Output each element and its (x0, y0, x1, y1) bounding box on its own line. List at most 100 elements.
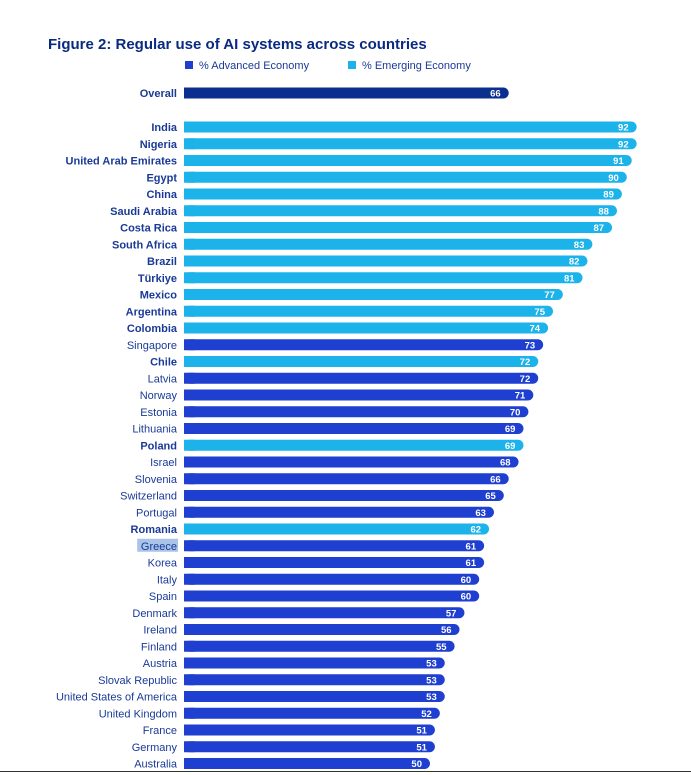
bar-australia (184, 758, 430, 769)
bar-nigeria (184, 138, 637, 150)
category-label-south-africa: South Africa (112, 239, 178, 251)
category-label-turkiye: Türkiye (138, 273, 177, 285)
category-label-argentina: Argentina (126, 306, 178, 318)
bar-base-mexico (184, 289, 195, 300)
value-label-mexico: 77 (544, 290, 555, 301)
category-label-china: China (146, 189, 177, 201)
bar-base-israel (184, 456, 195, 468)
value-label-turkiye: 81 (564, 273, 575, 284)
bar-south-africa (184, 238, 593, 250)
bar-estonia (184, 406, 529, 418)
value-label-austria: 53 (426, 659, 437, 670)
bar-base-denmark (184, 607, 195, 619)
category-label-korea: Korea (148, 558, 178, 570)
bar-egypt (184, 171, 627, 183)
category-label-lithuania: Lithuania (132, 424, 178, 436)
category-label-spain: Spain (149, 591, 177, 603)
value-label-switzerland: 65 (485, 491, 496, 502)
category-label-united-kingdom: United Kingdom (99, 708, 177, 720)
value-label-costa-rica: 87 (593, 223, 604, 234)
category-label-germany: Germany (132, 742, 178, 754)
bar-argentina (184, 305, 553, 317)
bar-norway (184, 389, 534, 401)
bar-base-latvia (184, 372, 195, 384)
bar-base-costa-rica (184, 222, 195, 233)
bar-india (184, 121, 637, 133)
bar-lithuania (184, 423, 524, 434)
category-label-ireland: Ireland (143, 625, 177, 637)
value-label-brazil: 82 (569, 257, 580, 268)
bar-base-united-kingdom (184, 707, 195, 719)
bar-base-saudi-arabia (184, 205, 195, 217)
bar-base-overall (184, 87, 195, 99)
category-label-costa-rica: Costa Rica (120, 223, 178, 235)
bar-israel (184, 456, 519, 468)
value-label-india: 92 (618, 123, 629, 134)
bar-base-nigeria (184, 138, 195, 150)
value-label-poland: 69 (505, 441, 516, 452)
value-label-israel: 68 (500, 458, 511, 469)
bar-base-estonia (184, 406, 195, 418)
bar-base-singapore (184, 339, 195, 351)
category-label-switzerland: Switzerland (120, 491, 177, 503)
value-label-lithuania: 69 (505, 424, 516, 435)
category-label-estonia: Estonia (140, 407, 178, 419)
bar-austria (184, 657, 445, 669)
bar-base-portugal (184, 506, 195, 518)
category-label-finland: Finland (141, 641, 177, 653)
legend-label-advanced: % Advanced Economy (199, 60, 310, 72)
value-label-italy: 60 (461, 575, 472, 586)
bar-united-arab-emirates (184, 155, 632, 166)
value-label-nigeria: 92 (618, 139, 629, 150)
bar-colombia (184, 322, 549, 334)
bar-base-spain (184, 590, 195, 602)
bar-italy (184, 573, 480, 585)
bar-base-slovak-republic (184, 674, 195, 686)
bar-costa-rica (184, 222, 613, 233)
bar-base-germany (184, 741, 195, 753)
bottom-rule (0, 771, 691, 772)
value-label-norway: 71 (515, 391, 526, 402)
value-label-korea: 61 (466, 558, 477, 569)
category-label-austria: Austria (143, 658, 178, 670)
bar-saudi-arabia (184, 205, 617, 217)
category-label-nigeria: Nigeria (140, 139, 178, 151)
bar-base-lithuania (184, 423, 195, 434)
bar-ireland (184, 624, 460, 635)
bar-base-korea (184, 557, 195, 568)
bar-korea (184, 557, 485, 568)
category-label-overall: Overall (140, 88, 177, 100)
bar-denmark (184, 607, 465, 619)
category-label-australia: Australia (134, 759, 178, 771)
bar-singapore (184, 339, 544, 351)
legend-swatch-emerging (348, 61, 356, 69)
category-label-greece: Greece (141, 541, 177, 553)
value-label-portugal: 63 (475, 508, 486, 519)
value-label-egypt: 90 (608, 173, 619, 184)
bar-base-turkiye (184, 272, 195, 284)
bar-base-united-states-of-america (184, 691, 195, 702)
bar-overall (184, 87, 509, 99)
bar-latvia (184, 372, 539, 384)
bar-base-romania (184, 523, 195, 535)
value-label-latvia: 72 (520, 374, 531, 385)
bar-chile (184, 356, 539, 367)
bar-base-italy (184, 573, 195, 585)
bar-united-states-of-america (184, 691, 445, 702)
label-highlight-greece (137, 538, 178, 552)
bar-base-china (184, 188, 195, 200)
value-label-colombia: 74 (530, 324, 541, 335)
value-label-slovak-republic: 53 (426, 675, 437, 686)
bar-greece (184, 540, 485, 552)
bar-turkiye (184, 272, 583, 284)
bar-romania (184, 523, 490, 535)
bar-base-slovenia (184, 473, 195, 485)
bar-mexico (184, 289, 563, 300)
value-label-australia: 50 (411, 759, 422, 770)
bar-base-chile (184, 356, 195, 367)
value-label-germany: 51 (416, 742, 427, 753)
category-label-israel: Israel (150, 457, 177, 469)
value-label-slovenia: 66 (490, 474, 501, 485)
bar-base-ireland (184, 624, 195, 635)
category-label-egypt: Egypt (146, 172, 177, 184)
